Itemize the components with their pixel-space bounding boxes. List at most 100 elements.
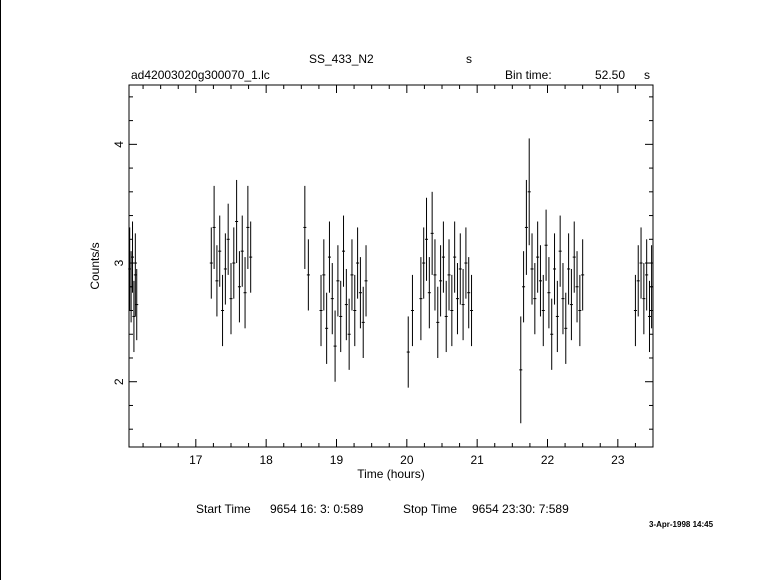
data-point	[519, 316, 523, 424]
data-point	[218, 215, 222, 287]
data-point	[536, 221, 540, 293]
data-point	[561, 263, 565, 335]
data-point	[467, 257, 471, 329]
data-point	[567, 233, 571, 305]
data-point	[410, 274, 414, 347]
stop-time-label: Stop Time	[403, 502, 458, 516]
data-point	[527, 138, 531, 246]
data-point	[455, 263, 459, 335]
data-point	[581, 239, 585, 311]
data-point	[439, 245, 443, 317]
data-point	[347, 298, 351, 370]
data-point	[533, 263, 537, 335]
data-point	[303, 185, 307, 269]
data-point	[339, 280, 343, 353]
data-points	[128, 138, 654, 424]
data-point	[436, 286, 440, 358]
data-point	[333, 310, 337, 382]
data-point	[364, 245, 368, 317]
data-point	[430, 191, 434, 275]
data-point	[249, 221, 253, 293]
data-point	[550, 298, 554, 370]
y-tick-label: 2	[112, 378, 126, 385]
object-name: SS_433_N2	[309, 52, 374, 66]
start-time-label: Start Time	[196, 502, 251, 516]
data-point	[447, 239, 451, 311]
data-point	[433, 239, 437, 311]
data-point	[642, 263, 646, 335]
x-tick-label: 21	[470, 453, 484, 467]
data-point	[441, 221, 445, 293]
data-point	[358, 257, 362, 329]
x-tick-label: 18	[259, 453, 273, 467]
data-point	[558, 215, 562, 287]
data-point	[650, 245, 654, 329]
bin-time-label: Bin time:	[505, 68, 552, 82]
data-point	[243, 257, 247, 329]
data-point	[330, 263, 334, 335]
data-point	[461, 268, 465, 341]
data-point	[538, 245, 542, 317]
x-tick-label: 20	[400, 453, 414, 467]
data-point	[639, 227, 643, 299]
data-point	[419, 257, 423, 341]
x-tick-label: 22	[541, 453, 555, 467]
data-point	[636, 245, 640, 317]
data-point	[645, 239, 649, 311]
data-point	[226, 203, 230, 275]
data-point	[306, 239, 310, 311]
data-point	[327, 221, 331, 293]
data-point	[215, 245, 219, 317]
x-axis-label: Time (hours)	[357, 467, 425, 481]
bin-time-value: 52.50	[595, 68, 626, 82]
data-point	[235, 179, 239, 264]
data-point	[223, 233, 227, 305]
data-point	[572, 221, 576, 293]
file-name: ad42003020g300070_1.lc	[131, 68, 270, 82]
data-point	[221, 274, 225, 347]
bin-time-unit: s	[644, 68, 650, 82]
data-point	[350, 239, 354, 311]
data-point	[229, 263, 233, 335]
data-point	[212, 185, 216, 269]
data-point	[344, 268, 348, 341]
y-tick-label: 4	[112, 141, 126, 148]
start-time-value: 9654 16: 3: 0:589	[270, 502, 364, 516]
data-point	[406, 316, 410, 388]
data-point	[427, 257, 431, 329]
data-point	[470, 274, 474, 347]
data-point	[336, 245, 340, 317]
y-axis-label: Counts/s	[88, 242, 102, 289]
data-point	[633, 274, 637, 347]
y-tick-label: 3	[112, 259, 126, 266]
data-point	[246, 185, 250, 269]
x-tick-labels: 17 18 19 20 21 22 23	[189, 453, 625, 467]
data-point	[564, 292, 568, 364]
data-point	[444, 280, 448, 353]
data-point	[544, 209, 548, 281]
data-point	[135, 268, 139, 341]
data-point	[361, 286, 365, 358]
data-point	[524, 179, 528, 275]
data-point	[342, 215, 346, 287]
data-point	[322, 239, 326, 311]
data-point	[240, 215, 244, 287]
data-point	[541, 274, 545, 347]
data-point	[464, 227, 468, 299]
x-tick-label: 17	[189, 453, 203, 467]
data-point	[522, 251, 526, 323]
data-point	[356, 227, 360, 299]
data-point	[131, 221, 135, 293]
y-tick-labels: 2 3 4	[112, 141, 126, 385]
data-point	[458, 233, 462, 305]
data-point	[647, 280, 651, 353]
data-point	[547, 257, 551, 329]
data-point	[569, 268, 573, 341]
data-point	[450, 274, 454, 347]
data-point	[422, 227, 426, 299]
left-border	[0, 0, 1, 580]
plot-frame	[128, 84, 654, 448]
stop-time-value: 9654 23:30: 7:589	[472, 502, 569, 516]
